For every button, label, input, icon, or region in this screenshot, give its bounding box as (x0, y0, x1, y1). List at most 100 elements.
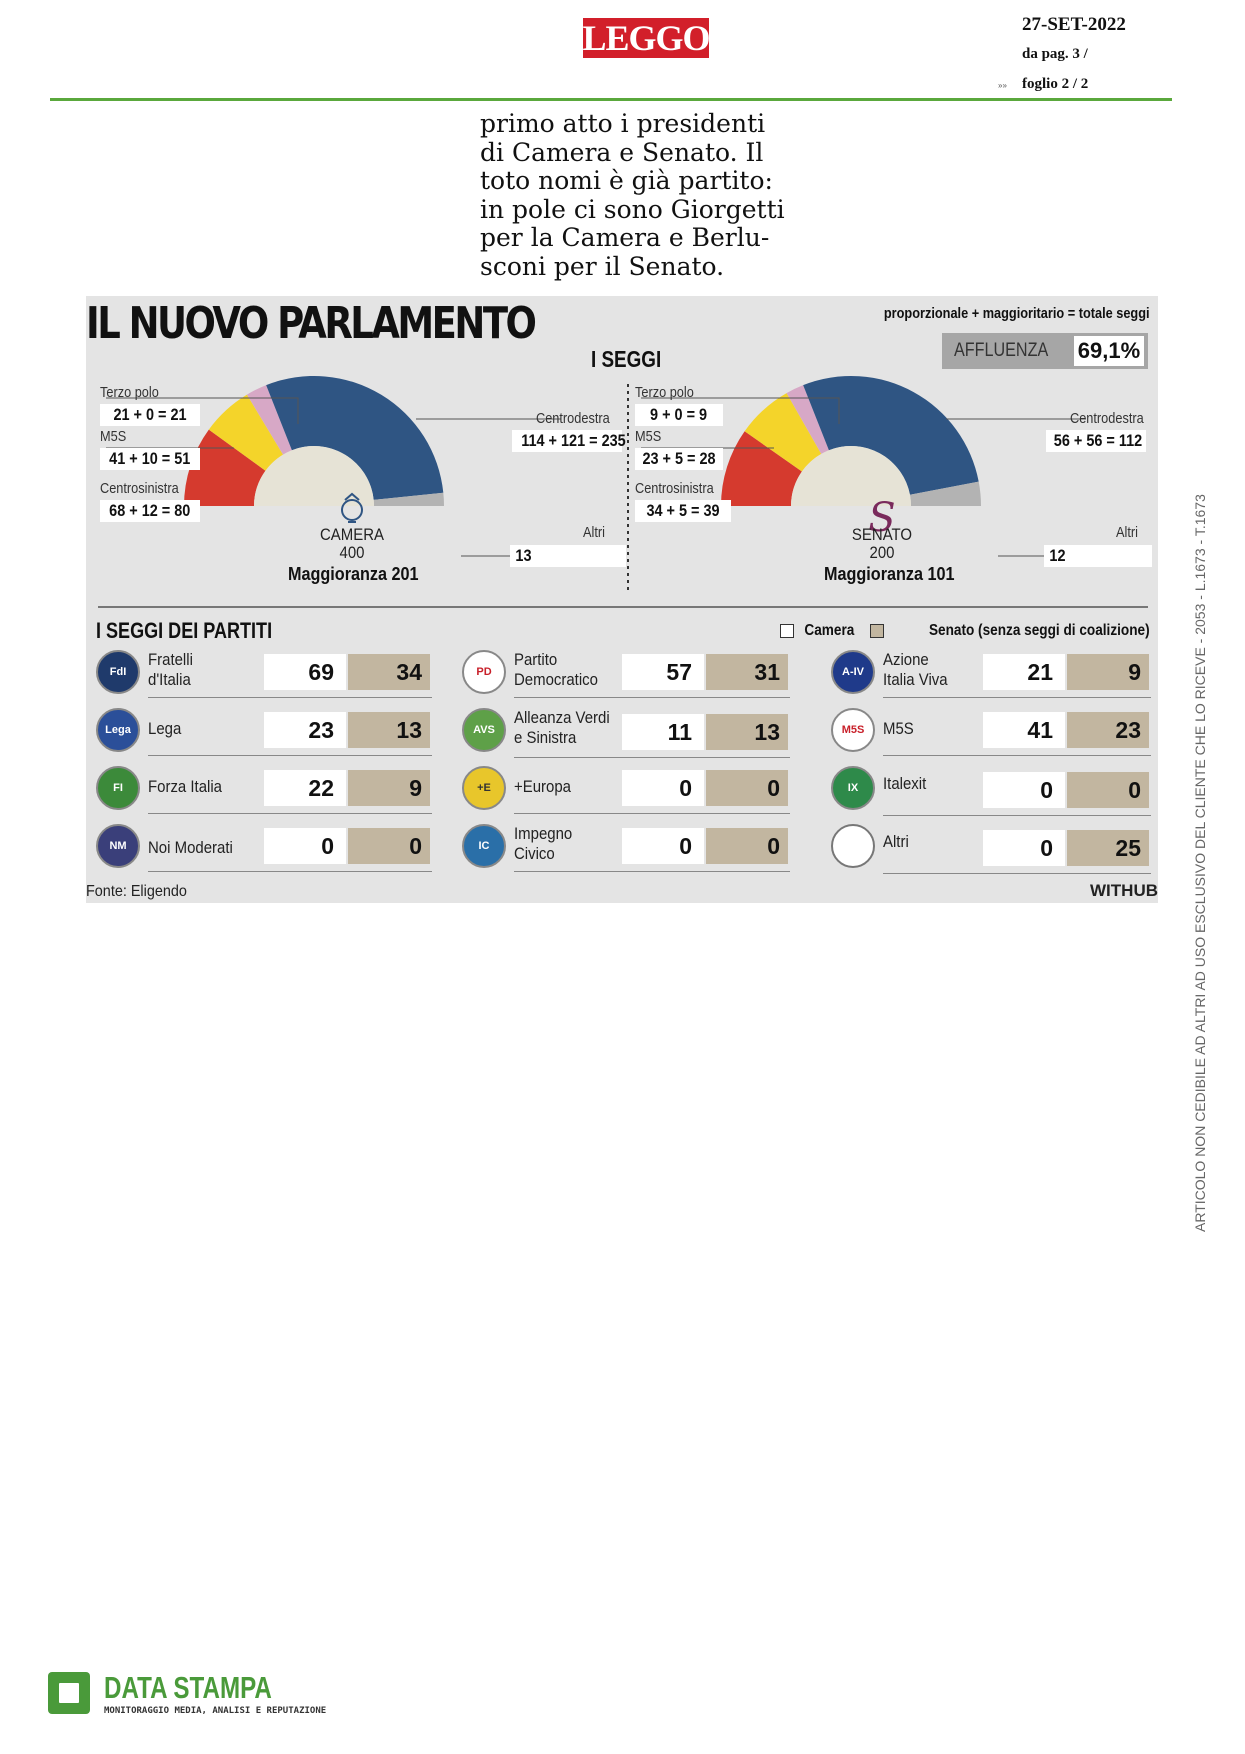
legend-camera-label: Camera (804, 622, 854, 639)
row-divider (883, 873, 1151, 874)
senato-seats: 0 (706, 828, 788, 864)
source-note: Fonte: Eligendo (86, 883, 187, 900)
azione-iv-logo-icon: A-IV (831, 650, 875, 694)
camera-seats: 23 (264, 712, 346, 748)
party-row-impegno-civico: IC Impegno Civico 0 0 (462, 822, 798, 872)
legend-senato-label: Senato (senza seggi di coalizione) (929, 622, 1150, 639)
senato-seats: 25 (1067, 830, 1149, 866)
senato-name: SENATO 200 (851, 525, 913, 562)
senato-seats: 0 (1067, 772, 1149, 808)
legend: Camera Senato (senza seggi di coalizione… (779, 622, 1150, 640)
data-stampa-tagline: MONITORAGGIO MEDIA, ANALISI E REPUTAZION… (104, 1706, 327, 1716)
sheet-reference: foglio 2 / 2 (1022, 76, 1089, 92)
article-line: primo atto i presidenti (480, 109, 766, 138)
party-name: Lega (148, 719, 182, 738)
party-name: Fratelli d'Italia (148, 650, 193, 689)
article-text: primo atto i presidenti di Camera e Sena… (480, 109, 785, 281)
camera-emblem-icon (341, 492, 363, 523)
senato-m5s-segment (744, 393, 822, 472)
article-line: in pole ci sono Giorgetti (480, 194, 785, 224)
camera-terzo-polo-label: Terzo polo (100, 384, 159, 401)
senato-seats: 13 (348, 712, 430, 748)
row-divider (148, 871, 432, 872)
row-divider (514, 697, 790, 698)
senato-seats: 0 (348, 828, 430, 864)
svg-text:S: S (868, 495, 895, 541)
seats-formula: proporzionale + maggioritario = totale s… (884, 305, 1150, 322)
camera-m5s-segment (208, 394, 284, 471)
senato-terzo-polo-segment (786, 385, 829, 454)
party-name: M5S (883, 719, 914, 738)
empty-circle-icon (831, 824, 875, 868)
senato-centrosinistra-label: Centrosinistra (635, 480, 714, 497)
forza-italia-logo-icon: FI (96, 766, 140, 810)
row-divider (514, 871, 790, 872)
party-row-pd: PD Partito Democratico 57 31 (462, 648, 798, 698)
camera-centrodestra-label: Centrodestra (536, 410, 610, 427)
party-row-noi-moderati: NM Noi Moderati 0 0 (96, 822, 432, 872)
avs-logo-icon: AVS (462, 708, 506, 752)
row-divider (883, 697, 1151, 698)
camera-centrosinistra-segment (184, 429, 266, 506)
senato-centrodestra-label: Centrodestra (1070, 410, 1144, 427)
senato-center-disc (791, 446, 911, 506)
credit-withub: WITHUB (1090, 881, 1158, 900)
camera-seats: 57 (622, 654, 704, 690)
turnout-value: 69,1% (1074, 336, 1144, 366)
camera-seats: 21 (983, 654, 1065, 690)
senato-m5s-value: 23 + 5 = 28 (635, 448, 723, 470)
party-name: Alleanza Verdi e Sinistra (514, 708, 610, 747)
senato-seats: 23 (1067, 712, 1149, 748)
party-name: Noi Moderati (148, 838, 233, 857)
row-divider (514, 813, 790, 814)
camera-m5s-value: 41 + 10 = 51 (100, 448, 200, 470)
data-stampa-icon (48, 1672, 90, 1714)
camera-seats: 0 (622, 828, 704, 864)
senato-emblem-icon: S (868, 495, 895, 541)
senato-seats: 9 (348, 770, 430, 806)
camera-altri-segment (373, 492, 444, 506)
party-row-azione-iv: A-IV Azione Italia Viva 21 9 (831, 648, 1151, 698)
article-line: toto nomi è già partito: (480, 166, 773, 195)
senato-altri-value: 12 (1044, 545, 1152, 567)
hemicycle-charts: S (106, 376, 1116, 592)
row-divider (883, 815, 1151, 816)
camera-terzo-polo-value: 21 + 0 = 21 (100, 404, 200, 426)
noi-moderati-logo-icon: NM (96, 824, 140, 868)
foglio-marker: »» (998, 81, 1007, 90)
camera-majority: Maggioranza 201 (288, 564, 419, 584)
party-row-lega: Lega Lega 23 13 (96, 706, 432, 756)
party-name: Altri (883, 832, 909, 851)
row-divider (148, 697, 432, 698)
infographic-title: IL NUOVO PARLAMENTO (86, 298, 537, 349)
camera-altri-label: Altri (583, 524, 605, 541)
senato-majority: Maggioranza 101 (824, 564, 955, 584)
senato-centrosinistra-segment (721, 431, 802, 506)
party-row-italexit: IX Italexit 0 0 (831, 764, 1151, 816)
data-stampa-name: DATA STAMPA (104, 1670, 272, 1705)
row-divider (883, 755, 1151, 756)
party-row-piu-europa: +E +Europa 0 0 (462, 764, 798, 814)
senato-centrodestra-segment (803, 376, 979, 495)
section-divider (98, 606, 1148, 608)
senato-terzo-polo-value: 9 + 0 = 9 (635, 404, 723, 426)
senato-altri-label: Altri (1116, 524, 1138, 541)
impegno-civico-logo-icon: IC (462, 824, 506, 868)
lega-logo-icon: Lega (96, 708, 140, 752)
camera-seats: 0 (983, 772, 1065, 808)
senato-seats: 9 (1067, 654, 1149, 690)
camera-seats: 0 (622, 770, 704, 806)
party-name: Impegno Civico (514, 824, 573, 863)
party-name: Italexit (883, 774, 927, 793)
senato-seats: 31 (706, 654, 788, 690)
party-name: Partito Democratico (514, 650, 598, 689)
page-reference: da pag. 3 / (1022, 46, 1088, 62)
senato-centrodestra-value: 56 + 56 = 112 (1046, 430, 1146, 452)
legend-camera-swatch (779, 624, 794, 638)
senato-seats: 13 (706, 714, 788, 750)
senato-seats: 34 (348, 654, 430, 690)
camera-seats: 0 (264, 828, 346, 864)
party-name: Azione Italia Viva (883, 650, 948, 689)
publication-date: 27-SET-2022 (1022, 14, 1126, 35)
pd-logo-icon: PD (462, 650, 506, 694)
